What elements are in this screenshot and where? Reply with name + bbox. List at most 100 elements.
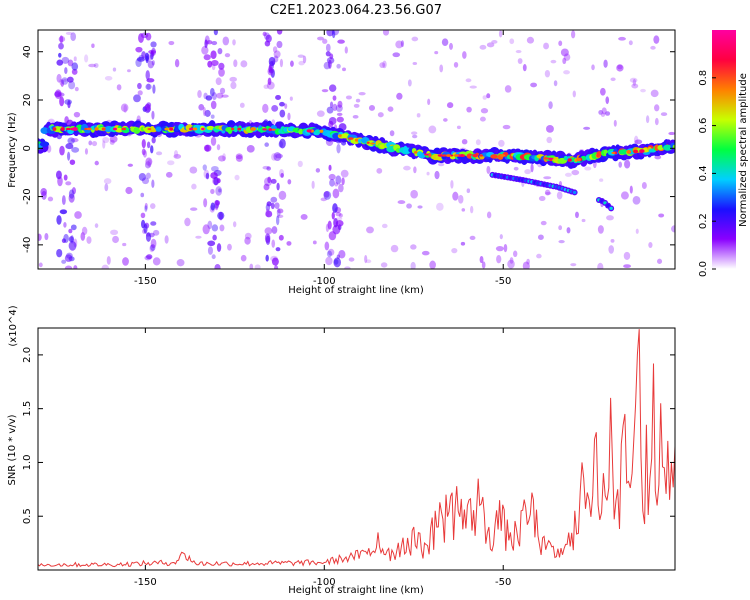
noise-band-blob <box>58 42 64 50</box>
noise-band-blob <box>215 77 222 86</box>
noise-blob <box>410 189 418 199</box>
noise-blob <box>232 39 236 46</box>
noise-blob <box>526 258 530 265</box>
noise-blob <box>479 255 484 264</box>
noise-band-blob <box>144 205 148 212</box>
noise-band-blob <box>61 259 67 264</box>
noise-blob <box>279 58 284 68</box>
noise-blob <box>437 162 445 167</box>
noise-blob <box>368 105 376 111</box>
noise-blob <box>222 36 230 46</box>
noise-blob <box>164 235 169 244</box>
noise-band-blob <box>56 215 62 225</box>
x-tick-label: -100 <box>313 577 336 588</box>
noise-blob <box>102 137 110 144</box>
ridge-peak <box>338 134 342 138</box>
noise-blob <box>189 166 198 174</box>
noise-blob <box>603 59 608 68</box>
noise-blob <box>591 64 595 71</box>
noise-blob <box>480 108 489 114</box>
colorbar-tick-label: 0.4 <box>698 165 709 181</box>
noise-band-blob <box>54 91 62 98</box>
noise-band-blob <box>279 109 286 118</box>
noise-blob <box>116 84 122 91</box>
noise-blob <box>668 131 675 136</box>
noise-band-blob <box>71 187 77 195</box>
noise-band-blob <box>204 35 210 45</box>
noise-band-blob <box>338 183 344 193</box>
noise-blob <box>544 189 551 196</box>
y-tick-label: 1.0 <box>22 454 33 470</box>
noise-blob <box>344 46 348 54</box>
ridge-peak <box>250 127 257 131</box>
noise-band-blob <box>61 77 69 85</box>
noise-band-blob <box>68 240 77 251</box>
noise-band-blob <box>273 152 282 162</box>
noise-band-blob <box>71 68 78 75</box>
noise-blob <box>522 261 530 269</box>
noise-band-blob <box>326 250 332 258</box>
noise-blob <box>544 69 551 78</box>
ridge-peak <box>164 127 169 131</box>
noise-band-blob <box>341 177 345 186</box>
noise-blob <box>65 181 72 186</box>
noise-blob <box>564 172 572 177</box>
noise-band-blob <box>331 211 335 220</box>
noise-band-blob <box>329 53 334 60</box>
noise-blob <box>543 42 550 50</box>
y-tick-label: -20 <box>22 188 33 204</box>
noise-blob <box>403 165 411 171</box>
noise-band-blob <box>147 60 154 69</box>
noise-band-blob <box>264 227 273 235</box>
ridge-peak <box>201 127 205 131</box>
noise-blob <box>325 256 333 266</box>
noise-band-blob <box>332 188 340 199</box>
snr-multiplier: (x10^4) <box>8 305 19 346</box>
ridge-peak <box>370 142 375 145</box>
noise-blob <box>216 92 224 99</box>
noise-blob <box>400 40 405 48</box>
noise-band-blob <box>59 209 68 215</box>
noise-blob <box>439 64 444 73</box>
x-tick-label: -150 <box>134 577 157 588</box>
noise-band-blob <box>68 189 75 199</box>
noise-blob <box>411 36 419 42</box>
noise-band-blob <box>333 257 341 268</box>
noise-blob <box>229 76 237 82</box>
noise-blob <box>122 257 129 266</box>
x-tick-label: -150 <box>134 276 157 287</box>
noise-blob <box>623 251 631 260</box>
ridge-peak <box>348 137 354 140</box>
noise-blob <box>298 60 305 66</box>
noise-band-blob <box>213 176 219 186</box>
noise-blob <box>65 31 73 35</box>
ridge-peak <box>633 149 639 154</box>
noise-band-blob <box>214 263 221 269</box>
noise-blob <box>320 197 327 202</box>
noise-blob <box>365 259 372 264</box>
noise-band-blob <box>202 224 210 235</box>
noise-blob <box>515 50 522 54</box>
noise-band-blob <box>207 220 213 230</box>
noise-blob <box>597 262 604 269</box>
noise-blob <box>656 258 663 264</box>
colorbar-tick-label: 0.2 <box>698 213 709 229</box>
noise-blob <box>382 60 387 69</box>
noise-blob <box>190 207 198 211</box>
noise-blob <box>545 191 552 195</box>
ridge-peak <box>354 138 359 142</box>
noise-blob <box>496 255 502 264</box>
ridge-peak <box>147 127 152 130</box>
noise-blob <box>389 130 395 137</box>
noise-blob <box>240 60 248 68</box>
snr-plot: -150 -100 -50 0.5 1.0 1.5 2.0 (x10^4) Height o… <box>7 305 676 596</box>
noise-blob <box>112 235 119 244</box>
noise-blob <box>558 239 565 244</box>
noise-blob <box>617 64 623 70</box>
noise-blob <box>287 179 292 185</box>
ridge-peak <box>626 149 632 154</box>
noise-blob <box>381 223 388 229</box>
noise-blob <box>428 125 437 134</box>
noise-band-blob <box>326 30 334 37</box>
noise-blob <box>563 70 570 75</box>
